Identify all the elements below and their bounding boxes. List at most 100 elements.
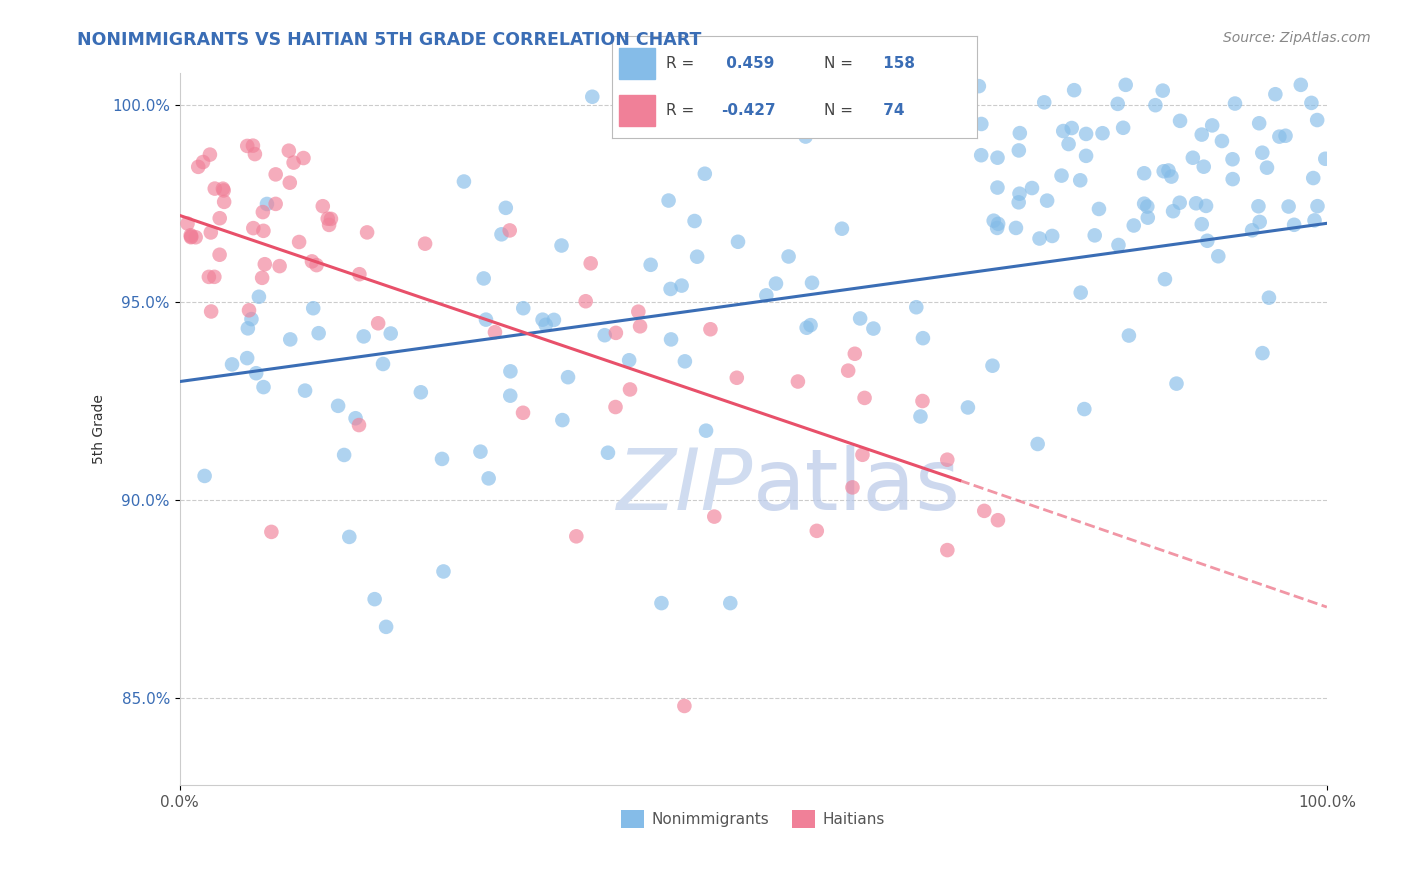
Point bbox=[1152, 84, 1174, 98]
Point bbox=[242, 138, 264, 153]
Point bbox=[1211, 134, 1233, 148]
Point bbox=[495, 201, 517, 215]
Point bbox=[236, 139, 259, 153]
Point bbox=[557, 370, 579, 384]
Point bbox=[1057, 136, 1080, 151]
Point bbox=[337, 530, 360, 544]
Point bbox=[1181, 151, 1204, 165]
Point bbox=[243, 147, 266, 161]
Point bbox=[1008, 144, 1031, 158]
Point bbox=[1060, 121, 1083, 136]
Point bbox=[794, 129, 817, 144]
Point bbox=[1161, 204, 1184, 219]
Point bbox=[1160, 169, 1182, 184]
Point bbox=[1063, 83, 1085, 97]
Point bbox=[543, 313, 565, 327]
Point bbox=[1168, 113, 1191, 128]
Point bbox=[198, 269, 221, 284]
Point bbox=[221, 358, 243, 372]
Point bbox=[605, 326, 627, 340]
Point bbox=[288, 235, 311, 249]
Point bbox=[1306, 113, 1329, 128]
Point bbox=[269, 259, 291, 273]
Point bbox=[725, 371, 748, 385]
Point bbox=[1021, 181, 1043, 195]
Point bbox=[1050, 169, 1073, 183]
Point bbox=[430, 451, 453, 466]
Point bbox=[1107, 238, 1129, 252]
Point bbox=[472, 271, 495, 285]
Point bbox=[851, 448, 873, 462]
Point bbox=[1112, 120, 1135, 135]
Point bbox=[208, 248, 231, 262]
Point bbox=[180, 229, 202, 244]
Point bbox=[301, 254, 323, 268]
Point bbox=[1073, 402, 1095, 417]
Point bbox=[987, 513, 1010, 527]
Point bbox=[1005, 221, 1028, 235]
Point bbox=[475, 312, 498, 326]
Point bbox=[200, 304, 222, 318]
Point bbox=[1166, 376, 1188, 391]
Point bbox=[1026, 437, 1049, 451]
Point bbox=[1289, 78, 1312, 92]
Point bbox=[371, 357, 394, 371]
Point bbox=[1315, 152, 1337, 166]
Text: N =: N = bbox=[824, 56, 852, 70]
Point bbox=[470, 444, 492, 458]
Point bbox=[841, 480, 863, 494]
Point bbox=[1118, 328, 1140, 343]
Point bbox=[292, 151, 315, 165]
Point bbox=[319, 211, 342, 226]
Point bbox=[987, 217, 1010, 231]
Point bbox=[628, 319, 651, 334]
Point bbox=[673, 698, 696, 713]
Point bbox=[799, 318, 821, 333]
Point bbox=[253, 257, 276, 271]
Point bbox=[658, 194, 681, 208]
Point bbox=[194, 469, 217, 483]
Point bbox=[176, 217, 198, 231]
Point bbox=[512, 406, 534, 420]
Point bbox=[238, 303, 260, 318]
Point bbox=[184, 230, 207, 244]
Point bbox=[208, 211, 231, 226]
Point bbox=[853, 391, 876, 405]
Point bbox=[180, 230, 202, 244]
Point bbox=[581, 89, 603, 103]
Point bbox=[1033, 95, 1056, 110]
Point bbox=[333, 448, 356, 462]
Point bbox=[550, 238, 572, 252]
Point bbox=[699, 322, 721, 336]
Point bbox=[956, 401, 979, 415]
Point bbox=[356, 226, 378, 240]
Point bbox=[686, 250, 709, 264]
Point bbox=[986, 151, 1008, 165]
Point bbox=[1107, 96, 1129, 111]
Point bbox=[187, 160, 209, 174]
Point bbox=[967, 79, 990, 94]
Point bbox=[986, 221, 1008, 235]
Point bbox=[1222, 153, 1244, 167]
Point bbox=[1282, 218, 1305, 232]
Text: R =: R = bbox=[666, 103, 695, 118]
Y-axis label: 5th Grade: 5th Grade bbox=[93, 394, 107, 464]
Point bbox=[1241, 223, 1264, 237]
Bar bbox=[619, 48, 655, 78]
Point bbox=[1306, 199, 1329, 213]
Text: 158: 158 bbox=[879, 56, 915, 70]
Point bbox=[302, 301, 325, 316]
Point bbox=[1249, 116, 1271, 130]
Point bbox=[596, 446, 619, 460]
Point bbox=[605, 400, 627, 414]
Point bbox=[617, 353, 640, 368]
Point bbox=[478, 471, 501, 485]
Point bbox=[1251, 346, 1274, 360]
Point bbox=[180, 228, 202, 243]
Point bbox=[453, 174, 475, 188]
Text: -0.427: -0.427 bbox=[721, 103, 776, 118]
Point bbox=[1157, 163, 1180, 178]
Point bbox=[200, 226, 222, 240]
Point bbox=[1197, 234, 1219, 248]
Point bbox=[659, 333, 682, 347]
